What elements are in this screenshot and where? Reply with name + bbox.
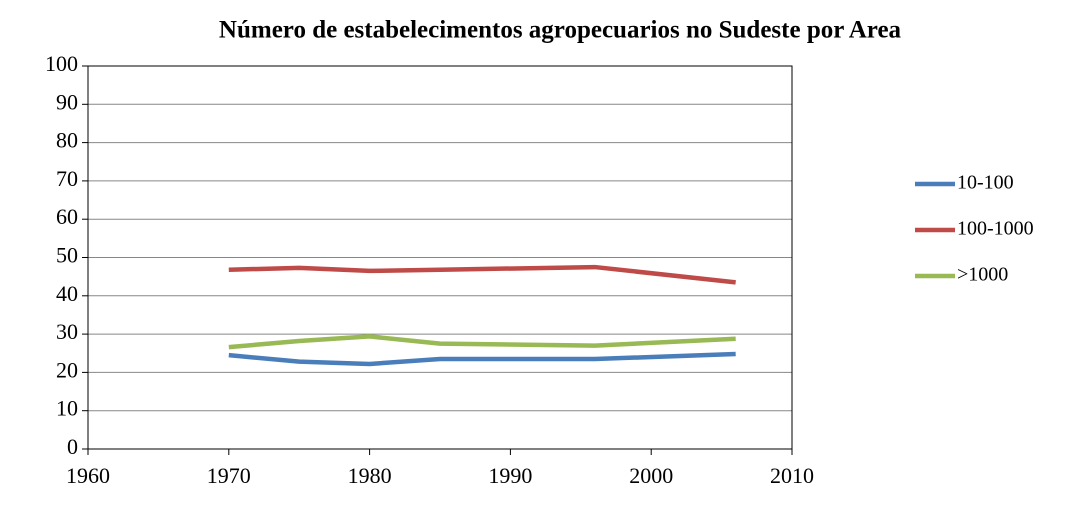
- y-tick-label: 100: [45, 51, 78, 76]
- y-tick-label: 10: [56, 396, 78, 421]
- x-tick-label: 1960: [66, 463, 110, 488]
- chart-title: Número de estabelecimentos agropecuarios…: [219, 17, 902, 44]
- x-tick-label: 1970: [207, 463, 251, 488]
- y-tick-label: 80: [56, 128, 78, 153]
- series-line: [228, 334, 736, 350]
- x-tick-label: 2000: [629, 463, 673, 488]
- legend-label: >1000: [957, 264, 1008, 286]
- x-tick-label: 2010: [770, 463, 814, 488]
- series-line: [228, 351, 736, 367]
- series-line: [228, 264, 736, 285]
- legend-label: 100-1000: [957, 218, 1034, 240]
- y-tick-label: 60: [56, 204, 78, 229]
- y-tick-label: 30: [56, 319, 78, 344]
- plot-frame: [87, 65, 793, 450]
- x-tick-label: 1980: [348, 463, 392, 488]
- y-tick-label: 50: [56, 243, 78, 268]
- y-tick-label: 0: [67, 434, 78, 459]
- x-tick-label: 1990: [488, 463, 532, 488]
- legend-label: 10-100: [957, 172, 1014, 194]
- y-tick-label: 90: [56, 89, 78, 114]
- y-tick-label: 40: [56, 281, 78, 306]
- y-tick-label: 70: [56, 166, 78, 191]
- y-tick-label: 20: [56, 357, 78, 382]
